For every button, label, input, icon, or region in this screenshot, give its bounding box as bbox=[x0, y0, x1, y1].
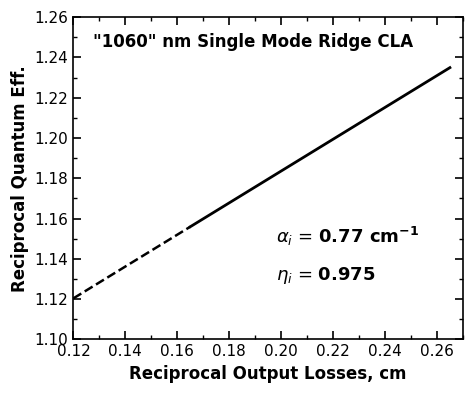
Text: "1060" nm Single Mode Ridge CLA: "1060" nm Single Mode Ridge CLA bbox=[93, 33, 413, 51]
Text: $\eta_i$ = $\mathbf{0.975}$: $\eta_i$ = $\mathbf{0.975}$ bbox=[276, 264, 375, 286]
Y-axis label: Reciprocal Quantum Eff.: Reciprocal Quantum Eff. bbox=[11, 65, 29, 292]
X-axis label: Reciprocal Output Losses, cm: Reciprocal Output Losses, cm bbox=[129, 365, 407, 383]
Text: $\alpha_i$ = $\mathbf{0.77\ cm^{-1}}$: $\alpha_i$ = $\mathbf{0.77\ cm^{-1}}$ bbox=[276, 225, 419, 248]
